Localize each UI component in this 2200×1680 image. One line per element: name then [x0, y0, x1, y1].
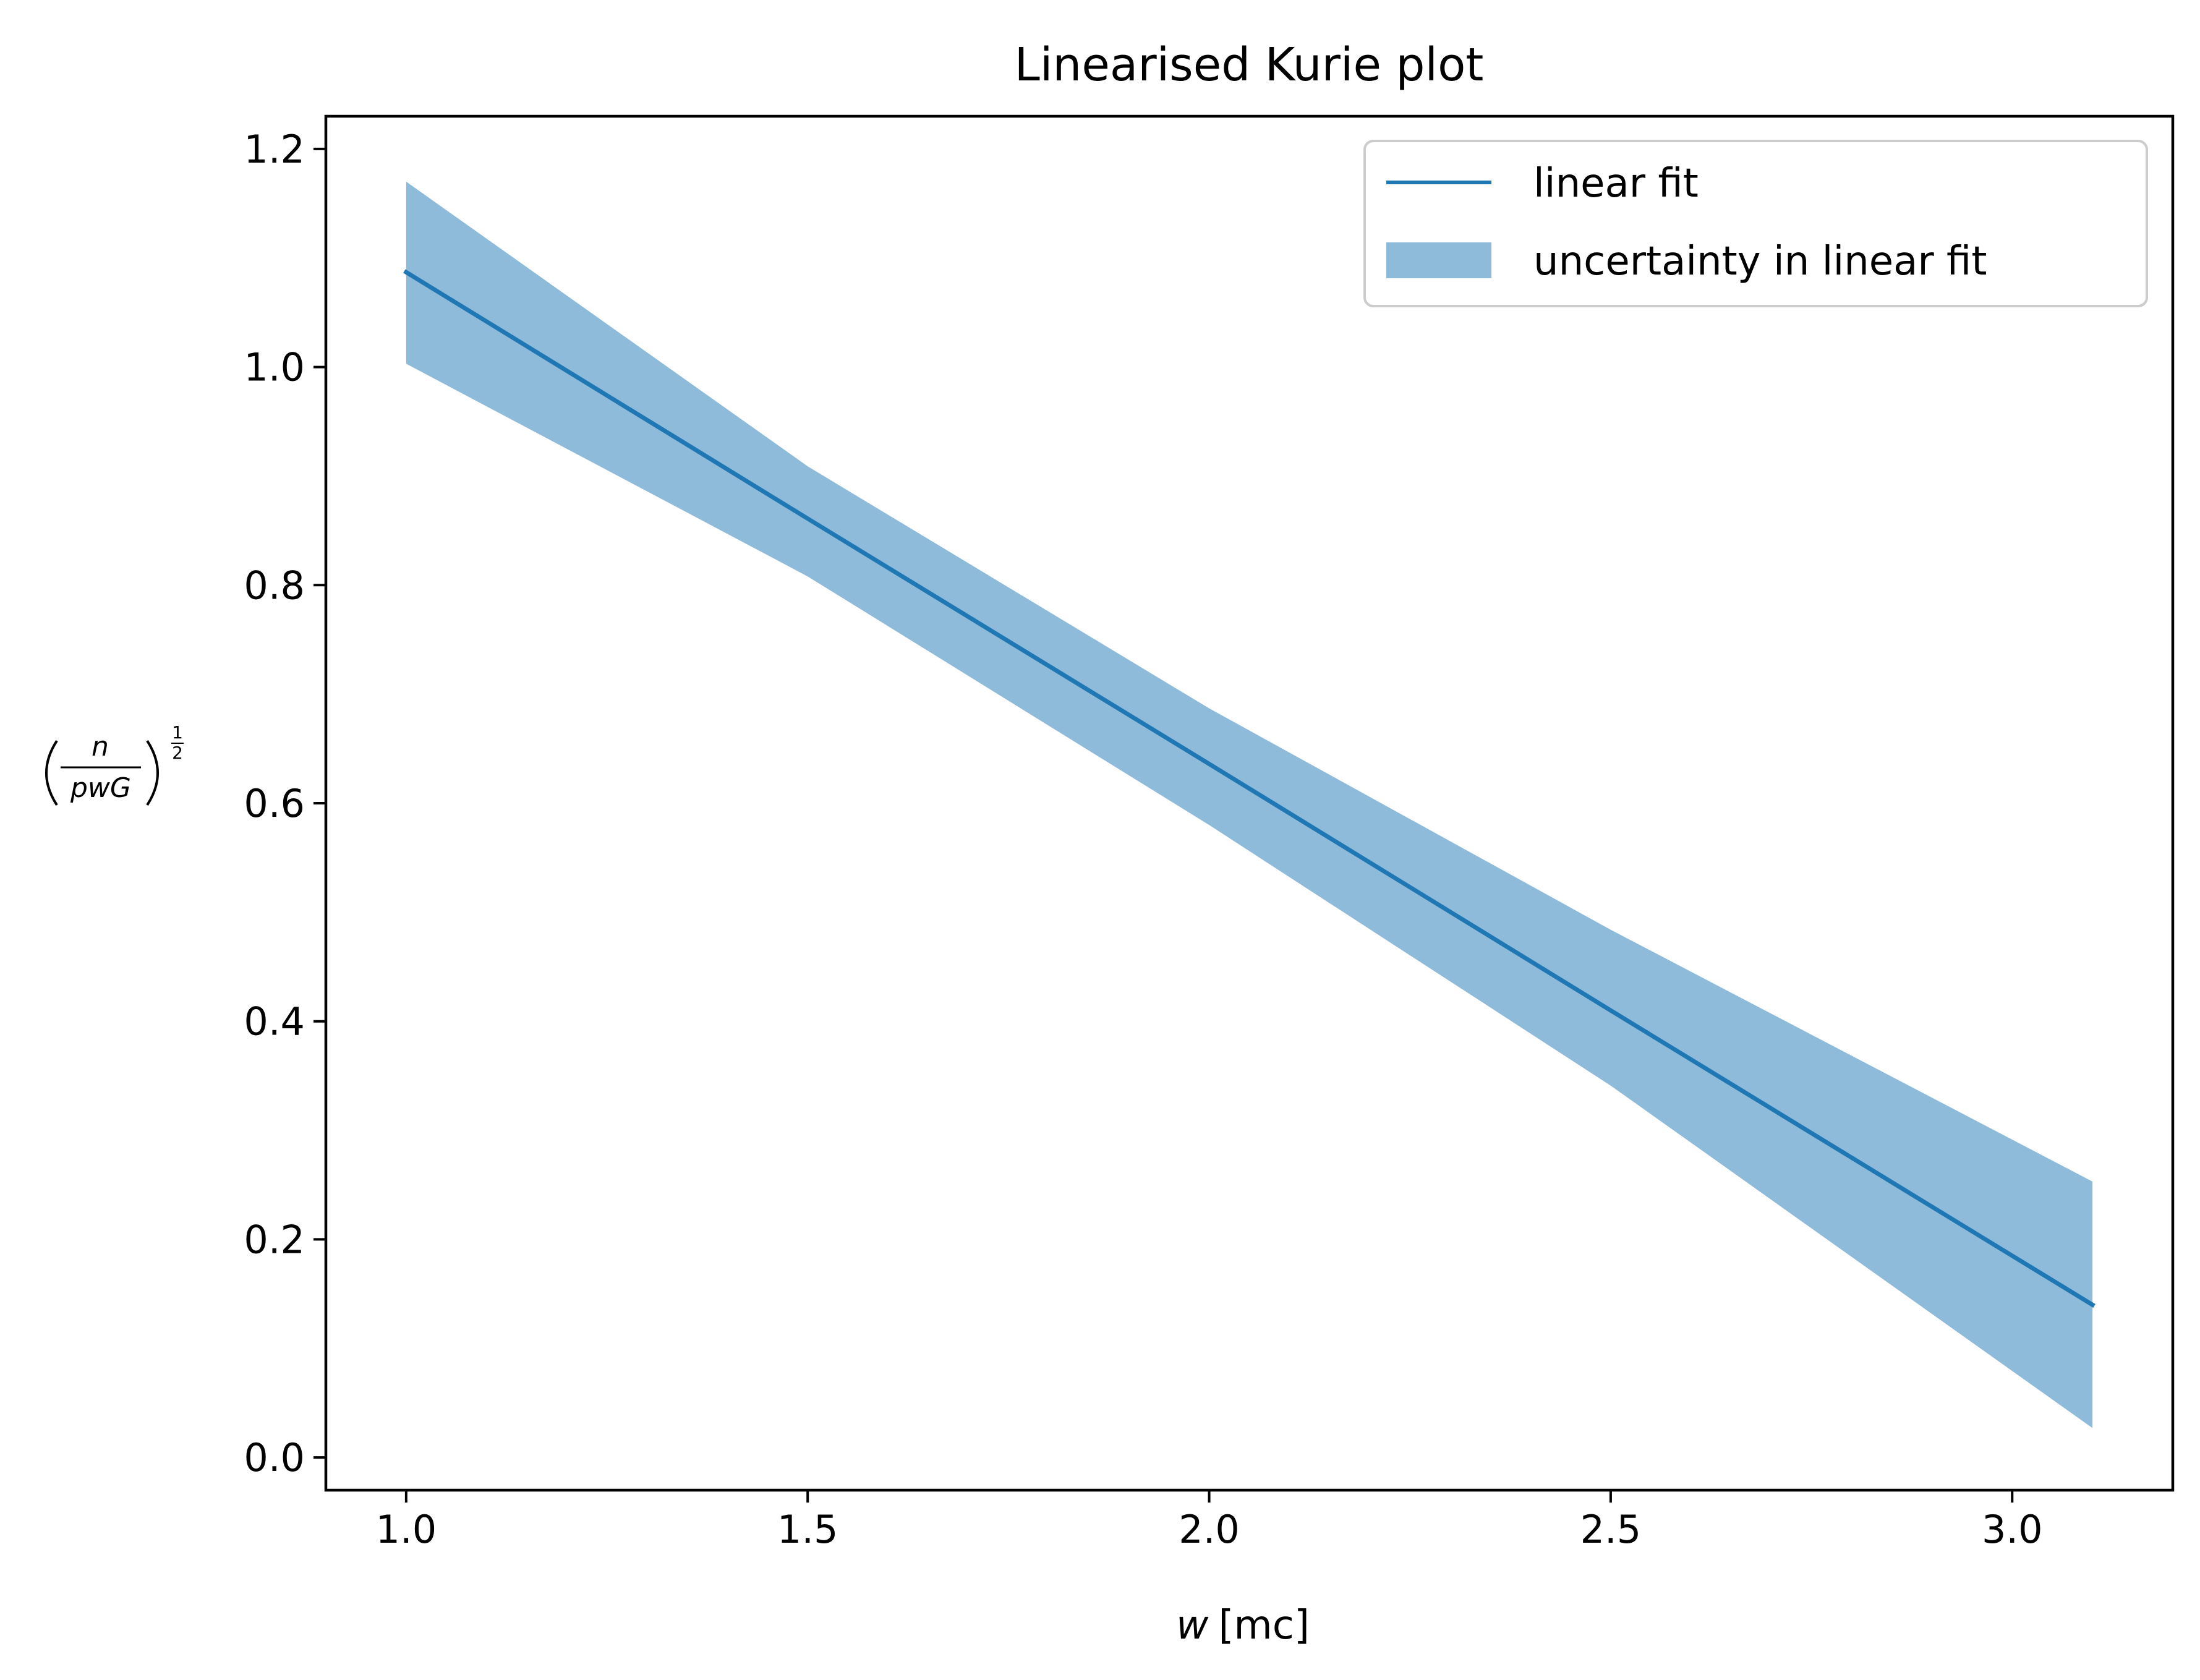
y-tick-label: 0.2	[244, 1217, 305, 1262]
y-tick-label: 0.6	[244, 781, 305, 826]
chart-title: Linearised Kurie plot	[1015, 38, 1484, 92]
y-label-denominator: pwG	[70, 772, 131, 804]
y-label-exponent-denominator: 2	[172, 743, 183, 763]
y-label-numerator: n	[92, 731, 109, 762]
x-axis-ticks: 1.0 1.5 2.0 2.5 3.0	[376, 1490, 2043, 1552]
legend-box	[1363, 140, 2148, 307]
linear-fit-line	[403, 269, 2096, 1308]
x-axis-unit: [mc]	[1218, 1603, 1309, 1648]
x-tick-label: 3.0	[1982, 1507, 2043, 1552]
legend-band-swatch	[1386, 242, 1491, 278]
series-layer	[403, 181, 2096, 1428]
x-tick-label: 2.0	[1179, 1507, 1240, 1552]
y-label-exponent-numerator: 1	[172, 722, 183, 743]
y-tick-label: 0.4	[244, 999, 305, 1044]
legend-uncertainty-label: uncertainty in linear fit	[1533, 239, 1987, 284]
y-axis-ticks: 0.0 0.2 0.4 0.6 0.8 1.0 1.2	[244, 127, 326, 1480]
x-tick-label: 2.5	[1580, 1507, 1642, 1552]
y-tick-label: 1.2	[244, 127, 305, 172]
uncertainty-band	[406, 181, 2093, 1428]
legend: linear fit uncertainty in linear fit	[1363, 140, 2148, 307]
y-axis-label: n pwG 1 2	[45, 722, 184, 806]
y-label-left-paren	[45, 740, 58, 806]
x-axis-label: w [mc]	[1176, 1603, 1310, 1648]
y-tick-label: 0.8	[244, 563, 305, 608]
x-tick-label: 1.0	[376, 1507, 437, 1552]
y-label-right-paren	[146, 740, 159, 806]
x-axis-symbol: w	[1176, 1603, 1209, 1648]
legend-linear-fit-label: linear fit	[1533, 161, 1699, 207]
x-tick-label: 1.5	[777, 1507, 838, 1552]
plot-area	[324, 114, 2175, 1492]
y-tick-label: 0.0	[244, 1435, 305, 1480]
y-tick-label: 1.0	[244, 345, 305, 390]
